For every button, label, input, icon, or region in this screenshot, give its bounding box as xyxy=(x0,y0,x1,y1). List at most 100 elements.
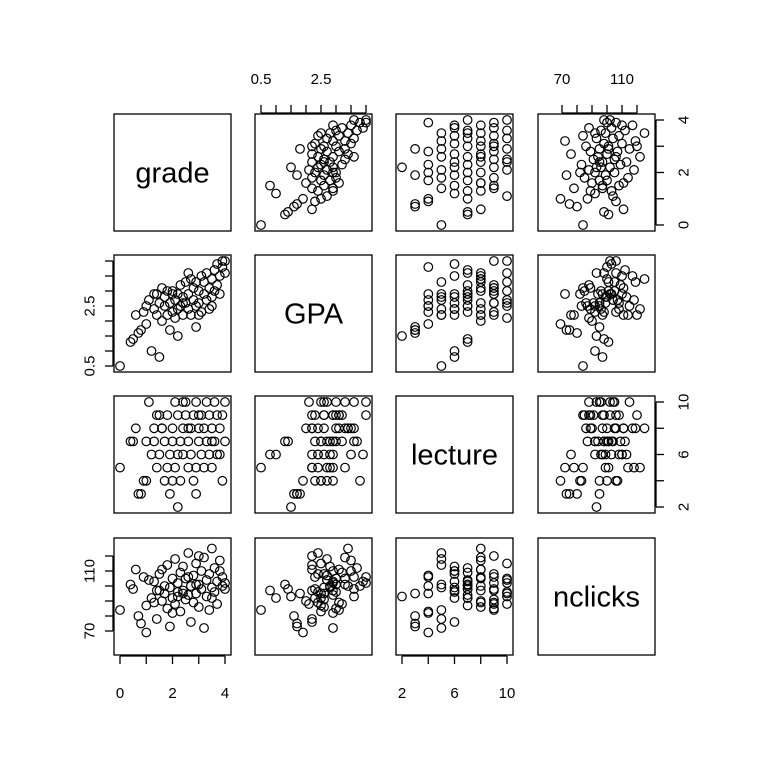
data-point xyxy=(436,582,447,593)
data-point xyxy=(560,289,570,299)
data-point xyxy=(566,149,576,160)
data-point xyxy=(146,449,157,460)
data-point xyxy=(191,489,202,499)
data-point xyxy=(578,283,588,293)
data-point xyxy=(212,410,223,421)
data-point xyxy=(397,331,407,341)
data-point xyxy=(180,410,191,421)
data-point xyxy=(337,122,347,133)
data-point xyxy=(590,128,600,139)
data-point xyxy=(346,120,356,131)
data-point xyxy=(564,489,575,499)
data-point xyxy=(555,475,566,486)
data-point xyxy=(149,289,160,299)
data-point xyxy=(611,268,621,278)
data-point xyxy=(298,627,308,638)
tick-label: 2 xyxy=(676,503,693,511)
data-point xyxy=(462,334,473,344)
top-axis-GPA: 0.5 2.5 xyxy=(251,71,367,114)
data-point xyxy=(423,289,434,299)
data-point xyxy=(599,115,609,125)
data-point xyxy=(185,581,196,591)
data-point xyxy=(180,397,191,407)
data-point xyxy=(436,143,447,154)
data-point xyxy=(151,462,162,473)
data-point xyxy=(423,175,434,186)
data-point xyxy=(502,157,512,167)
data-point xyxy=(349,423,359,434)
data-point xyxy=(328,449,338,460)
data-point xyxy=(151,410,162,421)
data-point xyxy=(423,193,434,204)
data-point xyxy=(502,277,512,287)
top-axis-nclicks: 70 110 xyxy=(554,71,638,114)
data-point xyxy=(349,397,359,407)
data-point xyxy=(436,164,447,175)
data-point xyxy=(436,361,447,371)
data-point xyxy=(157,423,167,434)
data-point xyxy=(599,268,609,278)
data-point xyxy=(193,551,204,561)
data-point xyxy=(346,566,356,576)
axes-layer: 0 2 4 2 6 10 0.5 2.5 70 110 0.5 2.5 70 110 0 2 4 2 6 10 xyxy=(82,71,693,702)
data-point xyxy=(462,128,473,139)
data-point xyxy=(151,585,162,596)
points-grade-vs-nclicks xyxy=(555,115,650,230)
data-point xyxy=(462,159,473,170)
data-point xyxy=(164,621,175,632)
data-point xyxy=(614,449,624,460)
data-point xyxy=(292,199,302,209)
data-point xyxy=(489,162,499,173)
data-point xyxy=(489,307,499,317)
data-point xyxy=(206,462,217,473)
data-point xyxy=(313,587,323,597)
data-point xyxy=(265,449,275,460)
data-point xyxy=(436,172,447,183)
data-point xyxy=(612,475,623,486)
data-point xyxy=(617,289,627,299)
data-point xyxy=(164,489,175,499)
points-grade-vs-GPA xyxy=(256,115,371,230)
data-point xyxy=(436,560,447,570)
data-point xyxy=(271,188,281,199)
data-point xyxy=(410,621,421,632)
data-point xyxy=(325,462,335,473)
data-point xyxy=(578,130,588,141)
data-point xyxy=(157,316,167,326)
data-point xyxy=(462,206,473,217)
data-point xyxy=(164,325,175,335)
data-point xyxy=(462,141,473,152)
panel-grade-vs-GPA xyxy=(254,113,373,232)
data-point xyxy=(635,151,645,162)
panel-GPA-vs-grade xyxy=(113,254,232,373)
data-point xyxy=(295,588,305,599)
data-point xyxy=(591,162,602,173)
data-point xyxy=(204,410,215,421)
data-point xyxy=(436,136,447,146)
data-point xyxy=(627,120,638,131)
data-point xyxy=(191,462,202,473)
data-point xyxy=(564,199,575,209)
data-point xyxy=(175,567,186,578)
tick-label: 70 xyxy=(82,623,99,640)
data-point xyxy=(185,449,196,460)
data-point xyxy=(596,449,606,460)
data-point xyxy=(600,170,611,181)
data-point xyxy=(617,120,627,131)
data-point xyxy=(423,319,434,329)
data-point xyxy=(449,122,460,133)
data-point xyxy=(149,423,160,434)
data-point xyxy=(316,436,326,447)
data-point xyxy=(584,122,594,133)
tick-label: 10 xyxy=(676,394,693,411)
data-point xyxy=(423,627,434,638)
data-point xyxy=(436,310,447,320)
data-point xyxy=(611,410,621,421)
data-point xyxy=(313,449,323,460)
points-lecture-vs-nclicks xyxy=(555,397,650,512)
data-point xyxy=(462,579,473,590)
data-point xyxy=(209,587,220,597)
data-point xyxy=(593,436,603,447)
data-point xyxy=(183,572,194,582)
tick-label: 2 xyxy=(398,685,406,702)
